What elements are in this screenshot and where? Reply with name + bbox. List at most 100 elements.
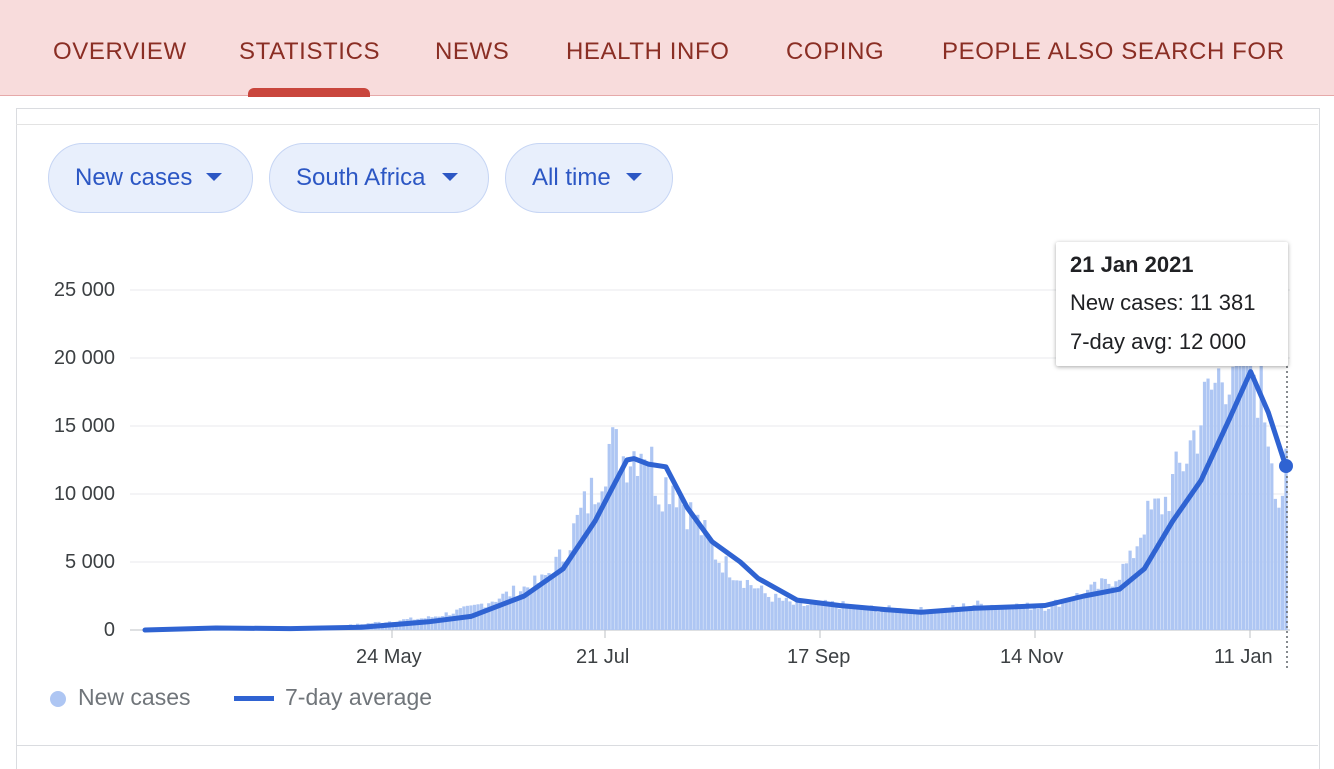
bar-new-cases	[1057, 606, 1061, 630]
card-divider	[16, 124, 1318, 125]
bar-new-cases	[1054, 599, 1058, 630]
bar-new-cases	[983, 608, 987, 630]
bar-new-cases	[1185, 463, 1189, 630]
bar-new-cases	[898, 608, 902, 630]
bar-new-cases	[901, 612, 905, 630]
bar-new-cases	[1078, 594, 1083, 630]
bar-new-cases	[1128, 550, 1132, 630]
bar-new-cases	[1008, 609, 1012, 630]
bar-new-cases	[1199, 425, 1203, 630]
bar-new-cases	[1217, 368, 1221, 630]
bar-new-cases	[483, 607, 487, 630]
bar-new-cases	[1096, 588, 1100, 630]
active-tab-indicator	[248, 88, 370, 97]
bar-new-cases	[717, 562, 721, 630]
bar-new-cases	[437, 616, 441, 630]
bar-new-cases	[1280, 495, 1285, 630]
bar-new-cases	[1032, 607, 1037, 630]
bar-new-cases	[834, 605, 838, 630]
bar-new-cases	[519, 591, 523, 630]
bar-new-cases	[919, 607, 923, 630]
bar-new-cases	[671, 485, 675, 630]
bar-new-cases	[759, 585, 764, 630]
bar-new-cases	[515, 597, 519, 630]
bar-new-cases	[749, 585, 753, 630]
time-range-dropdown[interactable]: All time	[505, 143, 673, 213]
bar-new-cases	[635, 475, 640, 630]
bar-new-cases	[487, 603, 491, 630]
bar-new-cases	[1075, 593, 1079, 630]
bar-new-cases	[526, 587, 530, 630]
bar-new-cases	[1284, 448, 1288, 630]
bar-new-cases	[745, 579, 749, 630]
legend-new-cases-label: New cases	[78, 684, 191, 710]
bar-new-cases	[1209, 389, 1214, 630]
cases-chart[interactable]	[0, 0, 1334, 750]
bar-new-cases	[837, 608, 842, 630]
bar-new-cases	[660, 511, 664, 630]
bar-new-cases	[703, 520, 707, 630]
bar-new-cases	[1224, 404, 1228, 630]
bar-new-cases	[961, 603, 966, 630]
bar-new-cases	[604, 486, 608, 630]
region-dropdown[interactable]: South Africa	[269, 143, 489, 213]
bar-new-cases	[784, 597, 788, 630]
bar-new-cases	[565, 561, 569, 630]
y-tick-label: 15 000	[53, 415, 115, 437]
tab-overview[interactable]: OVERVIEW	[53, 38, 187, 65]
bar-new-cases	[922, 610, 927, 630]
bar-new-cases	[1252, 374, 1256, 630]
tab-health-info[interactable]: HEALTH INFO	[566, 38, 730, 65]
bar-new-cases	[1025, 602, 1029, 630]
bar-new-cases	[596, 502, 601, 630]
bar-new-cases	[579, 507, 583, 630]
bar-new-cases	[650, 446, 654, 630]
bar-new-cases	[848, 604, 852, 630]
bar-new-cases	[1160, 514, 1164, 630]
bar-new-cases	[915, 613, 920, 630]
tab-news[interactable]: NEWS	[435, 38, 510, 65]
chevron-down-icon	[626, 173, 642, 181]
bar-new-cases	[572, 523, 576, 630]
bar-new-cases	[788, 601, 792, 630]
bar-new-cases	[951, 605, 955, 630]
tab-people-also-search-for[interactable]: PEOPLE ALSO SEARCH FOR	[942, 38, 1285, 65]
bar-new-cases	[1004, 606, 1008, 630]
bar-new-cases	[1121, 563, 1125, 630]
bar-new-cases	[979, 603, 983, 630]
bar-new-cases	[1234, 306, 1238, 630]
chart-tooltip: 21 Jan 2021 New cases: 11 381 7-day avg:…	[1056, 242, 1288, 366]
bar-new-cases	[1036, 608, 1040, 630]
bar-new-cases	[607, 443, 611, 630]
bar-new-cases	[1263, 422, 1267, 630]
bar-new-cases	[954, 606, 959, 630]
bar-new-cases	[586, 513, 590, 630]
tab-statistics[interactable]: STATISTICS	[239, 38, 381, 65]
bar-new-cases	[823, 599, 827, 630]
bar-new-cases	[674, 507, 679, 630]
bar-new-cases	[632, 451, 636, 630]
metric-dropdown[interactable]: New cases	[48, 143, 253, 213]
bar-new-cases	[781, 600, 785, 630]
bar-new-cases	[1132, 558, 1136, 630]
tab-coping[interactable]: COPING	[786, 38, 885, 65]
bar-new-cases	[1117, 579, 1122, 630]
bar-new-cases	[451, 613, 455, 630]
bar-new-cases	[869, 605, 874, 630]
bar-new-cases	[639, 453, 643, 630]
bar-new-cases	[561, 561, 565, 630]
bar-new-cases	[575, 514, 579, 630]
bar-new-cases	[1238, 318, 1242, 630]
bar-new-cases	[476, 604, 480, 630]
bar-new-cases	[646, 465, 650, 630]
bar-new-cases	[628, 466, 633, 630]
bar-new-cases	[720, 572, 725, 630]
tooltip-new-cases: New cases: 11 381	[1070, 290, 1256, 315]
bar-new-cases	[1259, 358, 1263, 630]
bar-new-cases	[1142, 534, 1146, 630]
bar-new-cases	[1064, 601, 1068, 630]
bar-new-cases	[1149, 509, 1153, 630]
x-tick-label: 17 Sep	[787, 646, 851, 668]
bar-new-cases	[540, 574, 544, 630]
bar-new-cases	[990, 604, 994, 630]
